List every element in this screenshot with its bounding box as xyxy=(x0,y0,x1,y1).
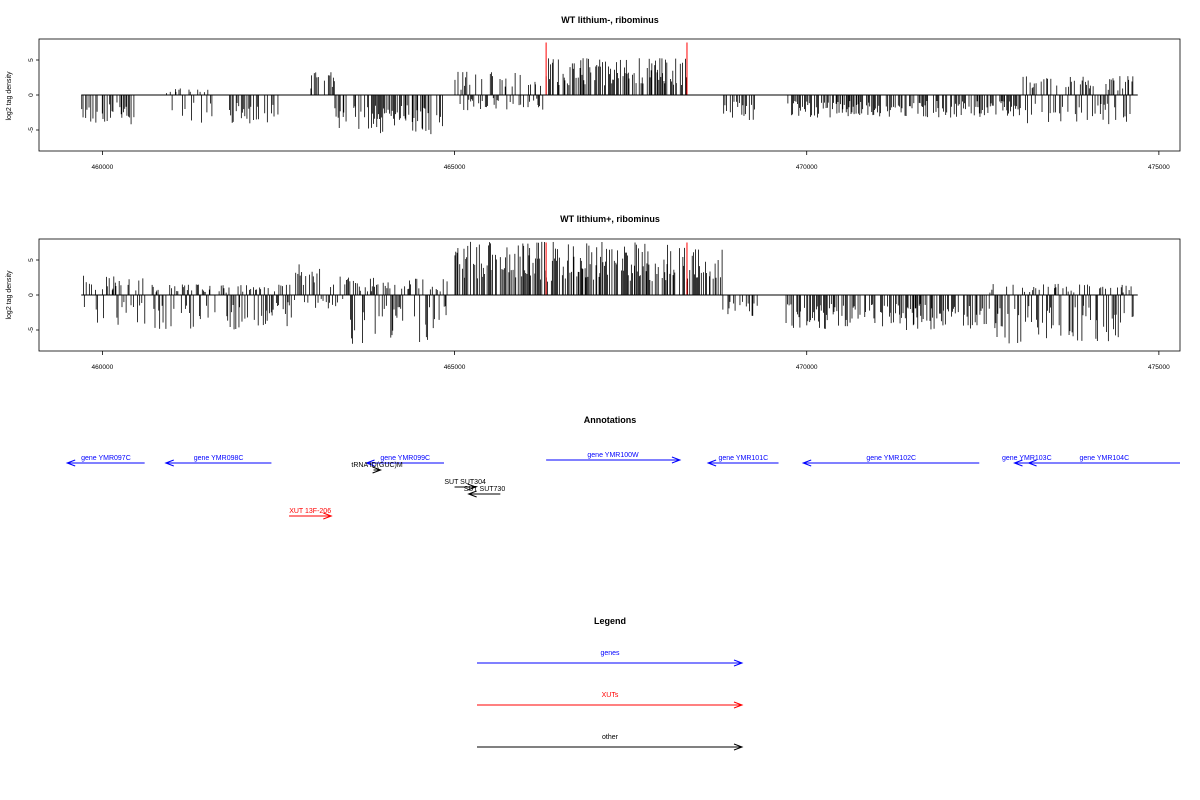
x-axis: 460000 465000 470000 475000 xyxy=(92,351,1170,371)
y-tick-label: -5 xyxy=(28,127,35,133)
annotation-label: SUT SUT730 xyxy=(464,486,506,493)
legend-label: XUTs xyxy=(602,692,619,699)
x-tick-label: 465000 xyxy=(444,164,466,171)
annotation-arrow xyxy=(801,459,980,467)
y-tick-label: 5 xyxy=(28,58,35,62)
annotation-label: SUT SUT304 xyxy=(444,479,486,486)
annotation-label: XUT 13F-206 xyxy=(289,508,331,515)
panel-lithium-plus: WT lithium+, ribominus log2 tag density … xyxy=(6,214,1181,371)
x-tick-label: 460000 xyxy=(92,364,114,371)
panel-lithium-minus: WT lithium-, ribominus log2 tag density … xyxy=(6,15,1181,171)
y-tick-label: -5 xyxy=(28,327,35,333)
y-axis: 5 0 -5 xyxy=(28,58,39,133)
annotation-label: gene YMR103C xyxy=(1002,455,1052,462)
panel-title: WT lithium-, ribominus xyxy=(561,15,659,25)
legend-label: genes xyxy=(600,650,620,657)
y-tick-label: 0 xyxy=(28,293,35,297)
x-axis: 460000 465000 470000 475000 xyxy=(92,151,1170,171)
bar-group xyxy=(81,58,1134,135)
annotations-track: Annotations gene YMR097C gene YMR098C gene… xyxy=(65,415,1180,520)
annotation-label: tRNA tD(GUC)M xyxy=(351,462,403,469)
x-tick-label: 460000 xyxy=(92,164,114,171)
annotation-label: gene YMR102C xyxy=(866,455,916,462)
annotation-label: gene YMR097C xyxy=(81,455,131,462)
y-axis-label: log2 tag density xyxy=(6,270,13,320)
annotation-label: gene YMR101C xyxy=(718,455,768,462)
annotation-arrow xyxy=(546,456,682,464)
x-tick-label: 470000 xyxy=(796,364,818,371)
highlight-group xyxy=(545,42,688,95)
annotation-arrow xyxy=(289,512,333,520)
annotation-items: gene YMR097C gene YMR098C gene YMR099C gene… xyxy=(65,452,1180,520)
x-tick-label: 475000 xyxy=(1148,164,1170,171)
highlight-group xyxy=(545,242,688,295)
y-tick-label: 0 xyxy=(28,93,35,97)
annotation-arrow xyxy=(365,459,444,467)
y-tick-label: 5 xyxy=(28,258,35,262)
legend-items: genes XUTs other xyxy=(477,650,744,751)
annotation-arrow xyxy=(454,483,478,491)
panel-title: WT lithium+, ribominus xyxy=(560,214,660,224)
legend: Legend genes XUTs other xyxy=(477,616,744,751)
annotation-arrow xyxy=(1027,459,1180,467)
y-axis: 5 0 -5 xyxy=(28,258,39,333)
annotation-label: gene YMR100W xyxy=(587,452,639,459)
legend-label: other xyxy=(602,734,619,741)
annotation-arrow xyxy=(65,459,145,467)
annotation-label: gene YMR104C xyxy=(1079,455,1129,462)
legend-arrow xyxy=(477,701,744,709)
annotation-arrow xyxy=(164,459,272,467)
x-tick-label: 470000 xyxy=(796,164,818,171)
annotation-label: gene YMR098C xyxy=(194,455,244,462)
annotation-label: gene YMR099C xyxy=(380,455,430,462)
bar-group xyxy=(83,241,1134,344)
x-tick-label: 475000 xyxy=(1148,364,1170,371)
annotations-title: Annotations xyxy=(584,415,637,425)
annotation-arrow xyxy=(467,490,501,498)
annotation-arrow xyxy=(706,459,779,467)
annotation-arrow xyxy=(372,466,383,474)
legend-title: Legend xyxy=(594,616,626,626)
legend-arrow xyxy=(477,659,744,667)
y-axis-label: log2 tag density xyxy=(6,71,13,121)
legend-arrow xyxy=(477,743,744,751)
x-tick-label: 465000 xyxy=(444,364,466,371)
